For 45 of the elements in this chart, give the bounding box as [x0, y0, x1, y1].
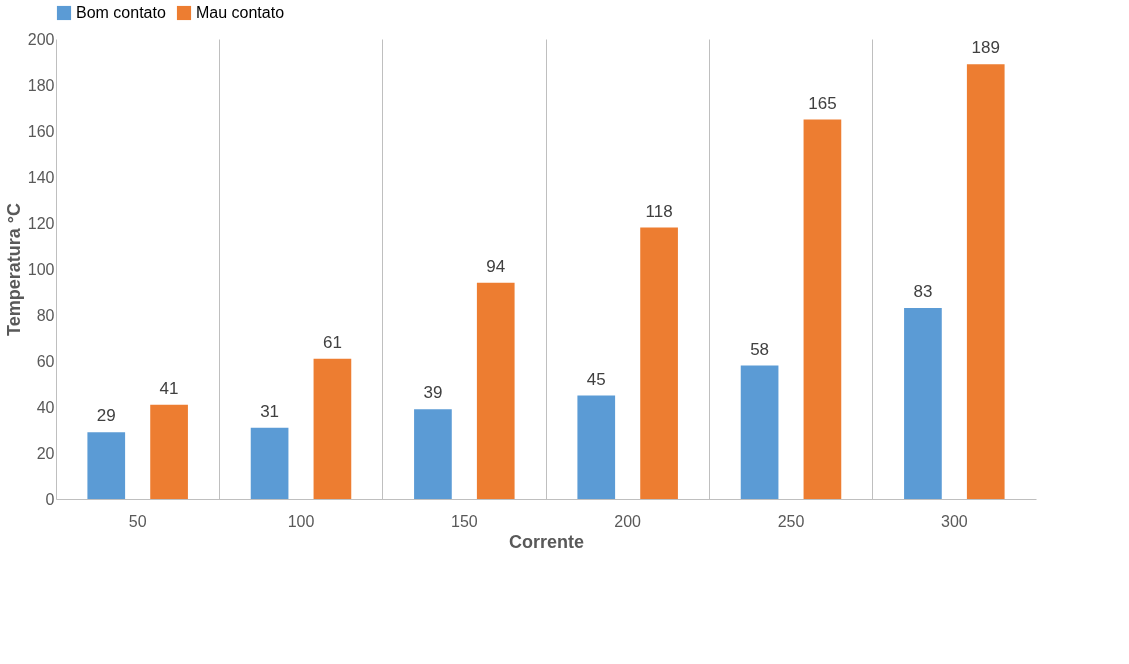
bar: [640, 227, 678, 499]
bar: [577, 395, 616, 499]
data-label: 41: [159, 378, 179, 398]
data-label: 189: [971, 38, 1000, 58]
y-tick-label: 20: [36, 444, 55, 462]
data-label: 31: [260, 401, 280, 421]
bar: [904, 308, 942, 499]
x-tick-label: 50: [128, 512, 147, 530]
data-label: 58: [750, 339, 770, 359]
x-tick-label: 150: [450, 512, 478, 530]
data-label: 83: [913, 282, 933, 302]
y-tick-label: 200: [27, 30, 55, 48]
bar: [966, 64, 1005, 499]
data-label: 29: [96, 406, 116, 426]
bar: [313, 358, 352, 499]
x-tick-label: 200: [614, 512, 642, 530]
bar: [476, 282, 515, 499]
data-label: 94: [486, 256, 506, 276]
bar: [87, 432, 126, 499]
bar: [740, 365, 779, 499]
y-tick-label: 160: [27, 122, 55, 140]
x-axis-title: Corrente: [508, 531, 585, 552]
data-label: 39: [423, 383, 443, 403]
x-tick-label: 300: [940, 512, 968, 530]
y-tick-label: 120: [27, 214, 55, 232]
y-axis-title: Temperatura °C: [3, 203, 24, 336]
data-label: 118: [645, 201, 673, 221]
bar: [150, 404, 188, 499]
y-tick-label: 0: [45, 490, 55, 508]
y-tick-label: 60: [36, 352, 55, 370]
legend-label: Bom contato: [76, 4, 166, 21]
data-label: 165: [808, 93, 837, 113]
bar: [803, 119, 842, 499]
data-label: 45: [586, 369, 606, 389]
x-tick-label: 100: [287, 512, 315, 530]
y-tick-label: 100: [27, 260, 55, 278]
bar: [414, 409, 452, 499]
y-tick-label: 140: [27, 168, 55, 186]
x-tick-label: 250: [777, 512, 805, 530]
y-tick-label: 180: [27, 76, 55, 94]
legend-label: Mau contato: [196, 4, 285, 21]
y-tick-label: 40: [36, 398, 55, 416]
data-label: 61: [322, 332, 342, 352]
bar: [250, 427, 289, 499]
y-tick-label: 80: [36, 306, 55, 324]
